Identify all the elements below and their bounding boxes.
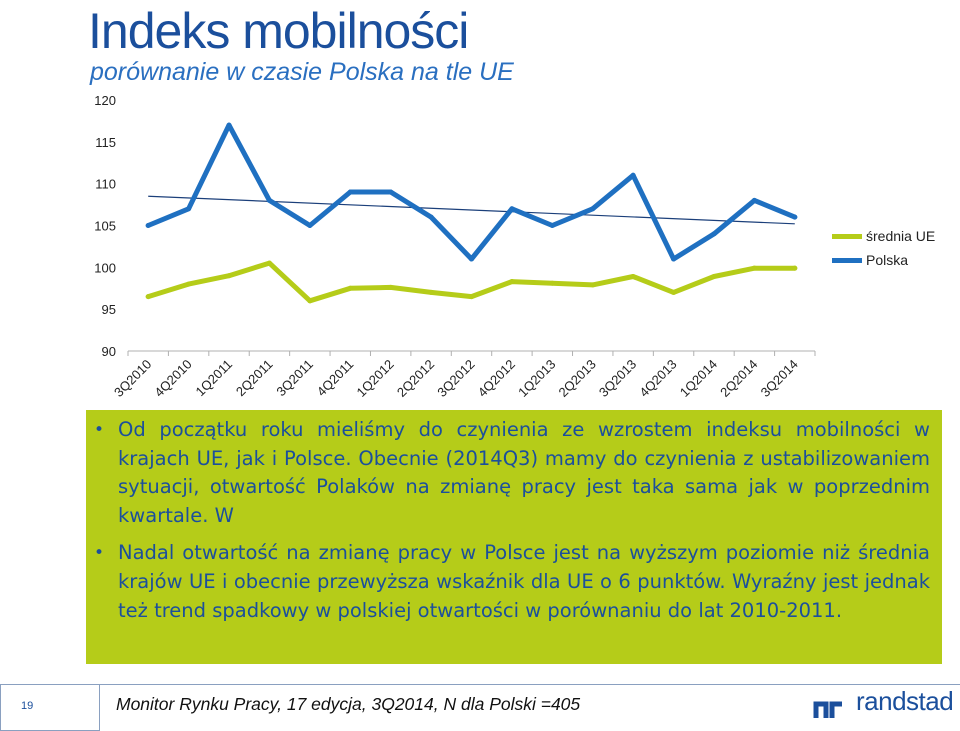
data-point-eu — [630, 274, 636, 280]
data-point-poland — [469, 256, 474, 262]
x-tick-label: 1Q2014 — [677, 357, 720, 400]
data-point-poland — [509, 206, 515, 212]
x-tick-label: 2Q2011 — [233, 357, 276, 400]
data-point-poland — [307, 223, 313, 228]
data-point-eu — [671, 289, 677, 295]
bullet-text: Od początku roku mieliśmy do czynienia z… — [118, 418, 930, 527]
x-tick-label: 3Q2014 — [758, 357, 801, 400]
x-tick-label: 3Q2013 — [596, 357, 639, 400]
footer-source: Monitor Rynku Pracy, 17 edycja, 3Q2014, … — [116, 694, 581, 714]
data-point-eu — [186, 281, 192, 287]
y-tick-label: 90 — [102, 344, 116, 359]
x-tick-label: 2Q2014 — [717, 357, 760, 400]
data-point-eu — [590, 282, 596, 288]
data-point-eu — [509, 279, 515, 285]
page-number: 19 — [21, 700, 34, 712]
y-tick-label: 105 — [94, 219, 116, 234]
data-point-eu — [469, 294, 474, 300]
data-point-poland — [590, 206, 596, 212]
data-point-poland — [671, 256, 677, 262]
bullet-text: Nadal otwartość na zmianę pracy w Polsce… — [118, 541, 930, 622]
x-tick-label: 3Q2012 — [434, 357, 477, 400]
x-tick-label: 1Q2011 — [193, 357, 236, 400]
mobility-index-chart: 90951001051101151203Q20104Q20101Q20112Q2… — [94, 93, 816, 400]
data-point-poland — [186, 206, 192, 212]
x-tick-label: 4Q2012 — [475, 357, 518, 400]
legend-swatch-poland — [832, 258, 862, 263]
x-tick-label: 3Q2010 — [111, 357, 154, 400]
brand-name: randstad — [856, 686, 954, 716]
legend-item-poland: Polska — [832, 250, 960, 272]
y-tick-label: 115 — [95, 135, 116, 150]
legend-label-eu: średnia UE — [866, 228, 936, 244]
data-point-poland — [711, 231, 717, 237]
x-tick-label: 4Q2010 — [151, 357, 194, 400]
page-subtitle: porównanie w czasie Polska na tle UE — [90, 58, 514, 86]
data-point-poland — [226, 122, 232, 128]
data-point-eu — [549, 280, 555, 286]
randstad-logo-icon — [813, 701, 842, 718]
data-point-eu — [266, 260, 272, 266]
footer-divider — [100, 684, 960, 685]
legend-item-eu: średnia UE — [832, 226, 960, 248]
page-title: Indeks mobilności — [88, 3, 469, 59]
data-point-poland — [266, 197, 272, 203]
series-line-poland — [145, 122, 798, 262]
y-tick-label: 110 — [95, 177, 116, 192]
x-tick-label: 3Q2011 — [273, 357, 316, 400]
brand-logo: randstad — [812, 686, 960, 722]
data-point-poland — [388, 189, 394, 195]
data-point-eu — [751, 265, 757, 271]
data-point-eu — [307, 298, 313, 304]
bullet-dot-icon: • — [94, 543, 105, 564]
legend-swatch-eu — [832, 234, 862, 239]
data-point-eu — [388, 284, 394, 290]
x-tick-label: 2Q2013 — [556, 357, 599, 400]
x-tick-label: 2Q2012 — [394, 357, 437, 400]
x-tick-label: 1Q2012 — [353, 357, 396, 400]
bullet-dot-icon: • — [94, 420, 105, 440]
data-point-poland — [792, 214, 798, 220]
commentary-box: • Od początku roku mieliśmy do czynienia… — [86, 410, 942, 664]
y-tick-label: 100 — [94, 260, 116, 275]
data-point-eu — [347, 285, 353, 291]
data-point-poland — [751, 197, 757, 203]
x-tick-label: 4Q2011 — [314, 357, 357, 400]
bullet-item: • Nadal otwartość na zmianę pracy w Pols… — [94, 539, 930, 625]
x-tick-label: 1Q2013 — [515, 357, 558, 400]
y-tick-label: 95 — [102, 302, 116, 317]
bullet-item: • Od początku roku mieliśmy do czynienia… — [94, 416, 930, 530]
data-point-poland — [347, 189, 353, 195]
data-point-eu — [145, 294, 151, 300]
data-point-poland — [549, 223, 555, 228]
page-number-box: 19 — [0, 684, 100, 731]
legend-label-poland: Polska — [866, 252, 909, 268]
data-point-eu — [792, 265, 798, 271]
y-tick-label: 120 — [94, 93, 116, 108]
x-tick-label: 4Q2013 — [636, 357, 679, 400]
data-point-poland — [630, 172, 636, 178]
trendline-poland — [148, 195, 795, 225]
data-point-poland — [145, 223, 151, 228]
data-point-eu — [428, 289, 434, 295]
data-point-eu — [711, 274, 717, 280]
data-point-poland — [428, 214, 434, 220]
data-point-eu — [226, 273, 232, 279]
